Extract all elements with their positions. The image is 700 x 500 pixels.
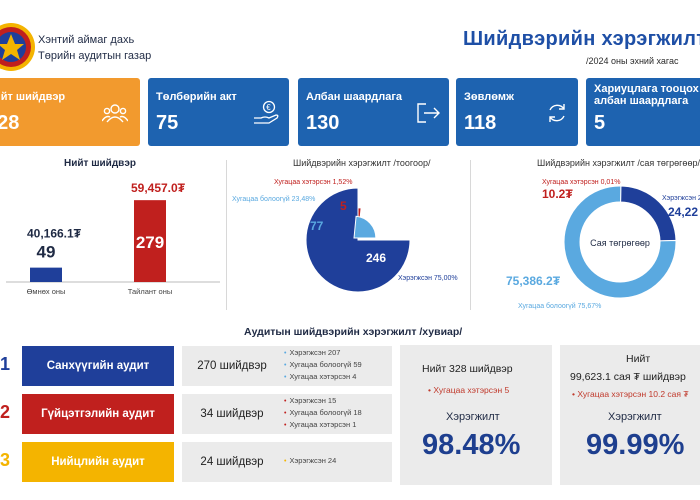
slice-legend-label: Хэрэгжсэн 2	[662, 195, 700, 202]
bullet-icon: •	[284, 374, 287, 381]
bar	[134, 200, 166, 282]
detail-item: • Хэрэгжсэн 15	[284, 396, 337, 405]
slice-legend-label: Хугацаа хэтэрсэн 0,01%	[542, 179, 620, 186]
bullet-icon: •	[284, 458, 287, 465]
kpi-value: 75	[156, 112, 179, 134]
row-number: 1	[0, 354, 11, 374]
row-label-performance-audit: Гүйцэтгэлийн аудит	[22, 394, 174, 434]
kpi-label: Зөвлөмж	[464, 91, 514, 103]
donut-center-label: Сая төгрөгөөр	[590, 238, 650, 248]
row-count: 24 шийдвэр	[182, 442, 282, 482]
kpi-value: 5	[594, 112, 606, 134]
detail-item: • Хэрэгжсэн 24	[284, 456, 337, 465]
summary-panel-count: Нийт 328 шийдвэр • Хугацаа хэтэрсэн 5 Хэ…	[400, 345, 552, 485]
page-title: Шийдвэрийн хэрэгжилт	[463, 28, 700, 50]
slice-legend-label: Хугацаа болоогүй 75,67%	[518, 302, 601, 310]
summary-total: Нийт 328 шийдвэр	[422, 363, 513, 375]
slice-value-label: 5	[340, 199, 347, 213]
bullet-icon: •	[284, 398, 287, 405]
kpi-recommendations: Зөвлөмж 118	[456, 78, 578, 146]
page-subtitle: /2024 оны эхний хагас	[586, 56, 679, 66]
row-details: • Хэрэгжсэн 15 • Хугацаа болоогүй 18 • Хуга…	[280, 394, 392, 434]
summary-total: Нийт	[626, 353, 651, 365]
donut-slice	[563, 185, 677, 299]
category-label: Тайлант оны	[128, 287, 173, 296]
slice-value-label: 24,22	[668, 205, 698, 219]
summary-label: Хэрэгжилт	[446, 411, 500, 423]
slice-legend-label: Хугацаа болоогүй 23,48%	[232, 195, 315, 203]
section-title: Аудитын шийдвэрийн хэрэгжилт /хувиар/	[244, 326, 463, 338]
bar-chart: 49 40,166.1₮ Өмнөх оны 279 59,457.0₮ Тайлант …	[6, 181, 220, 296]
row-label-financial-audit: Санхүүгийн аудит	[22, 346, 174, 386]
kpi-label: Нийт шийдвэр	[0, 91, 66, 103]
exit-arrow-icon	[417, 103, 440, 123]
kpi-accountability-demands: Хариуцлага тооцох албан шаардлага 5	[586, 78, 700, 146]
bullet-icon: •	[284, 362, 287, 369]
bar-amount-label: 40,166.1₮	[27, 227, 82, 241]
row-label-compliance-audit: Нийцлийн аудит	[22, 442, 174, 482]
summary-percent: 98.48%	[422, 429, 521, 461]
bar-chart-title: Нийт шийдвэр	[64, 158, 136, 169]
kpi-label: Хариуцлага тооцох албан шаардлага	[594, 83, 699, 107]
slice-value-label: 10.2₮	[542, 187, 573, 201]
pie-count-title: Шийдвэрийн хэрэгжилт /тоогоор/	[293, 158, 431, 168]
summary-total-amount: 99,623.1 сая ₮ шийдвэр	[570, 371, 686, 383]
detail-item: • Хэрэгжсэн 207	[284, 348, 341, 357]
bar-value-label: 49	[37, 243, 56, 262]
svg-text:€: €	[266, 103, 271, 112]
slice-value-label: 75,386.2₮	[506, 274, 561, 288]
bar	[30, 267, 62, 282]
euro-hand-icon: €	[254, 100, 279, 124]
kpi-label: Төлбөрийн акт	[156, 91, 237, 103]
summary-label: Хэрэгжилт	[608, 411, 662, 423]
kpi-value: 118	[464, 112, 497, 134]
summary-percent: 99.99%	[586, 429, 685, 461]
slice-value-label: 246	[366, 251, 386, 265]
emblem-logo-icon	[0, 23, 35, 71]
row-number: 2	[0, 402, 11, 422]
slice-legend-label: Хугацаа хэтэрсэн 1,52%	[274, 179, 352, 186]
summary-overdue: • Хугацаа хэтэрсэн 10.2 сая ₮	[572, 389, 689, 399]
pie-slice	[353, 215, 377, 239]
detail-item: • Хугацаа хэтэрсэн 1	[284, 420, 357, 429]
bar-amount-label: 59,457.0₮	[131, 181, 186, 195]
divider	[226, 160, 227, 310]
detail-item: • Хугацаа хэтэрсэн 4	[284, 372, 357, 381]
row-count: 34 шийдвэр	[182, 394, 282, 434]
row-details: • Хэрэгжсэн 207 • Хугацаа болоогүй 59 • Хуг…	[280, 346, 392, 386]
kpi-official-demands: Албан шаардлага 130	[298, 78, 449, 146]
people-icon	[102, 104, 128, 123]
bullet-icon: •	[284, 350, 287, 357]
refresh-icon	[549, 104, 565, 122]
kpi-label: Албан шаардлага	[306, 91, 403, 103]
bar-value-label: 279	[136, 233, 164, 252]
bullet-icon: •	[284, 410, 287, 417]
org-name-line1: Хэнтий аймаг дахь	[38, 34, 135, 46]
donut-chart-amount: Сая төгрөгөөр Хугацаа хэтэрсэн 0,01%10.2₮…	[506, 179, 700, 310]
kpi-payment-acts: Төлбөрийн акт 75 €	[148, 78, 289, 146]
pie-slice	[305, 187, 411, 293]
slice-legend-label: Хэрэгжсэн 75,00%	[398, 275, 458, 282]
summary-panel-amount: Нийт 99,623.1 сая ₮ шийдвэр • Хугацаа хэ…	[560, 345, 700, 485]
pie-amount-title: Шийдвэрийн хэрэгжилт /сая төгрөгөөр/	[537, 158, 700, 168]
row-count: 270 шийдвэр	[182, 346, 282, 386]
kpi-value: 328	[0, 112, 20, 134]
detail-item: • Хугацаа болоогүй 59	[284, 360, 362, 369]
kpi-total-decisions: Нийт шийдвэр 328	[0, 78, 140, 146]
summary-overdue: • Хугацаа хэтэрсэн 5	[428, 385, 510, 395]
row-details: • Хэрэгжсэн 24	[280, 442, 392, 482]
category-label: Өмнөх оны	[27, 287, 66, 296]
bullet-icon: •	[284, 422, 287, 429]
detail-item: • Хугацаа болоогүй 18	[284, 408, 362, 417]
slice-value-label: 77	[310, 219, 324, 233]
divider	[470, 160, 471, 310]
kpi-value: 130	[306, 112, 340, 134]
org-name-line2: Төрийн аудитын газар	[38, 50, 152, 62]
row-number: 3	[0, 450, 11, 470]
pie-chart-count: 246 77 5 Хугацаа хэтэрсэн 1,52% Хугацаа боло…	[232, 179, 458, 293]
